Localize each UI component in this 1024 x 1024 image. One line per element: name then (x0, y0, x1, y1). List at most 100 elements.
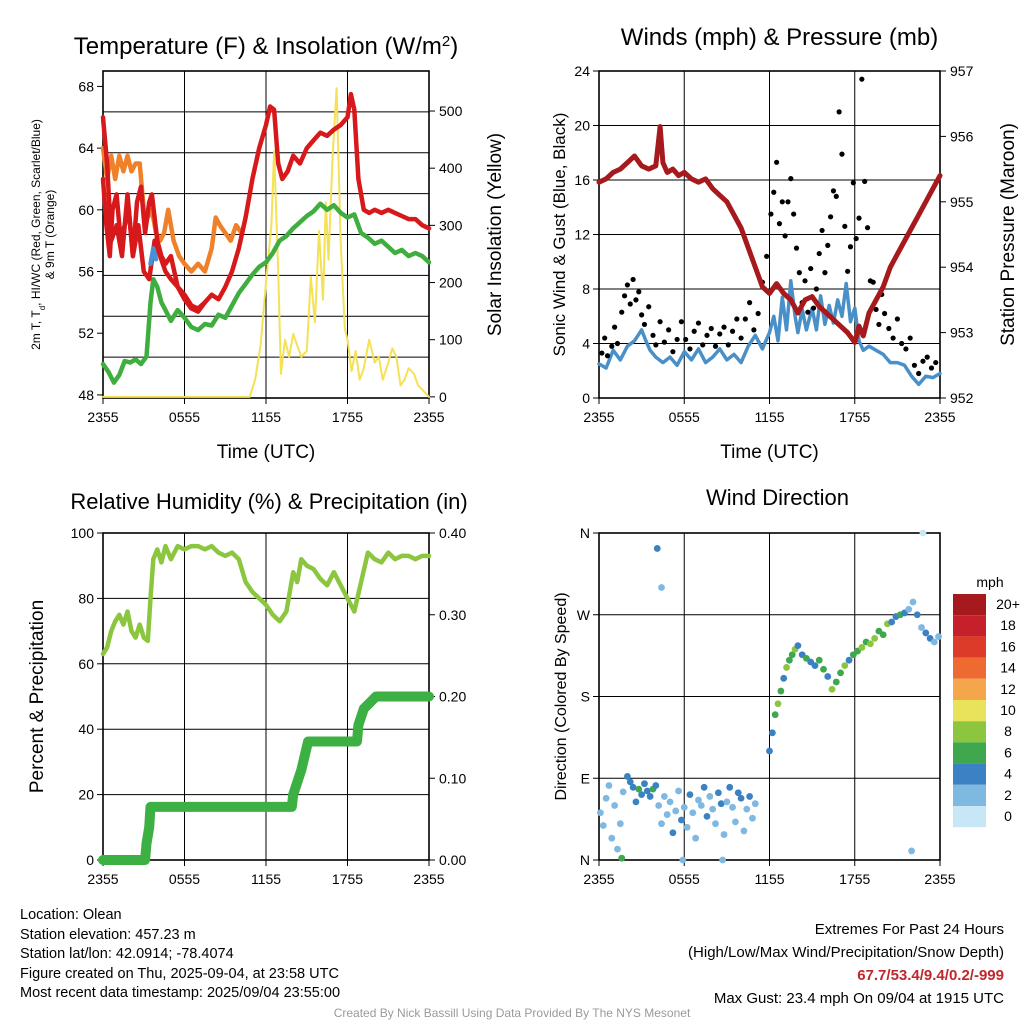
direction-point (599, 822, 607, 829)
gust-point (873, 306, 879, 313)
direction-point (734, 789, 742, 797)
chart-title: Relative Humidity (%) & Precipitation (i… (70, 489, 467, 514)
gust-point (933, 359, 939, 366)
station-info: Location: Olean Station elevation: 457.2… (20, 906, 340, 1004)
y-tick-label-left: 12 (574, 227, 590, 243)
chart-title-superscript: 2 (442, 33, 450, 50)
legend-swatch (953, 763, 986, 785)
chart-title-tail: ) (450, 33, 458, 60)
gust-point (729, 328, 736, 334)
direction-point (743, 805, 751, 813)
y-tick-label-left: 20 (574, 118, 590, 134)
x-tick-label: 1755 (839, 871, 870, 887)
gust-point (853, 235, 859, 242)
x-tick-label: 2355 (413, 409, 444, 425)
gust-point (776, 221, 783, 227)
direction-point (788, 651, 796, 659)
gust-point (907, 335, 913, 341)
series-hi-wc-scarlet (100, 115, 208, 314)
x-tick-label: 1755 (839, 409, 870, 425)
gust-point (700, 342, 706, 348)
x-tick-label: 1155 (754, 409, 784, 425)
gust-point (683, 336, 689, 343)
series-2m-t (100, 91, 432, 311)
chart-title-main: Temperature (F) & Insolation (W/m (74, 33, 442, 60)
legend-swatch (953, 678, 986, 700)
extremes-title: Extremes For Past 24 Hours (814, 921, 1004, 938)
y-axis-label-left: 2m T, Td, HI/WC (Red, Green, Scarlet/Blu… (29, 119, 47, 350)
y-tick-label-left: 4 (582, 336, 590, 352)
direction-point (871, 634, 879, 642)
direction-point (658, 820, 665, 828)
humidity-chart: 2355 0555 1155 1755 2355 Relative Humidity (%… (27, 489, 468, 887)
gust-point (657, 319, 663, 325)
x-tick-label: 2355 (924, 871, 955, 887)
direction-point (619, 788, 627, 796)
direction-point (777, 687, 785, 695)
direction-point (653, 545, 661, 552)
gust-point (928, 365, 935, 371)
direction-point (605, 782, 613, 789)
gust-point (734, 316, 740, 322)
direction-point (828, 685, 836, 693)
direction-point (632, 798, 640, 806)
x-tick-label: 0555 (169, 409, 200, 425)
direction-point (683, 823, 691, 831)
direction-point (866, 640, 874, 648)
y-tick-label-right: 0.20 (439, 689, 466, 705)
extremes-panel: Extremes For Past 24 Hours (High/Low/Max… (688, 918, 1004, 1010)
gust-point (870, 279, 876, 285)
direction-point (746, 793, 754, 800)
direction-point (768, 729, 776, 737)
direction-point (935, 633, 942, 640)
gust-point (779, 199, 785, 205)
chart-title: Temperature (F) & Insolation (W/m2) (74, 33, 458, 61)
x-tick-label: 1755 (332, 409, 363, 425)
x-tick-label: 2355 (583, 409, 614, 425)
chart-title: Winds (mph) & Pressure (mb) (621, 24, 938, 51)
gust-point (791, 211, 797, 217)
direction-point (678, 816, 685, 824)
y-tick-label-right: 954 (950, 259, 974, 275)
direction-point (749, 814, 756, 822)
gust-point (774, 159, 780, 165)
gust-point (687, 346, 693, 352)
gust-point (612, 324, 618, 330)
gust-point (646, 304, 652, 310)
gust-point (924, 354, 930, 360)
direction-point (614, 845, 621, 853)
legend-swatch (953, 615, 986, 637)
x-tick-label: 0555 (669, 871, 700, 887)
gust-point (805, 309, 811, 315)
series-9m-t (100, 145, 244, 274)
gust-point (630, 276, 636, 283)
gust-point (862, 178, 868, 184)
gust-point (602, 335, 608, 341)
x-tick-label: 2355 (924, 409, 955, 425)
y-tick-label-right: 0.40 (439, 525, 466, 541)
y-tick-label-right: 957 (950, 63, 974, 79)
gust-point (920, 358, 926, 364)
direction-point (780, 674, 788, 682)
direction-point (837, 669, 844, 677)
direction-point (712, 820, 719, 828)
gust-point (712, 343, 719, 349)
direction-point (652, 782, 660, 789)
x-tick-label: 2355 (87, 409, 118, 425)
gust-point (708, 325, 714, 332)
direction-point (618, 854, 626, 862)
gust-point (876, 321, 882, 328)
y-axis-label-subscript: d (38, 306, 47, 310)
direction-point (717, 800, 725, 808)
gust-point (633, 297, 639, 303)
y-tick-label-right: 953 (950, 325, 974, 341)
legend-label: 10 (1000, 702, 1016, 718)
gust-point (738, 335, 744, 341)
gust-point (842, 223, 848, 229)
direction-point (608, 834, 616, 842)
direction-point (909, 598, 917, 606)
legend-title: mph (976, 574, 1003, 590)
direction-point (841, 662, 849, 670)
direction-point (785, 656, 793, 664)
gust-point (810, 305, 817, 311)
